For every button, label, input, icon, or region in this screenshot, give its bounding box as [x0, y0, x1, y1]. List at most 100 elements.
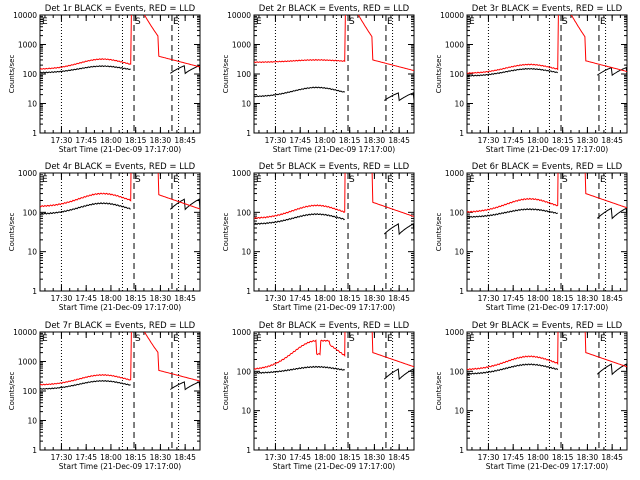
- y-tick-label: 10: [241, 100, 251, 109]
- events-series-line: [254, 213, 414, 236]
- panel-title: Det 3r BLACK = Events, RED = LLD: [472, 4, 623, 14]
- e-marker-label: E: [256, 17, 262, 27]
- y-tick-label: 10: [27, 100, 37, 109]
- s-marker-label: S: [135, 17, 141, 27]
- x-tick-label: 18:45: [601, 453, 623, 462]
- x-tick-label: 18:15: [339, 294, 361, 303]
- y-tick-label: 10: [454, 248, 464, 257]
- panel-det-7: Det 7r BLACK = Events, RED = LLD 1 10 100 10…: [8, 321, 201, 471]
- x-tick-label: 18:15: [339, 453, 361, 462]
- y-tick-label: 1000: [232, 41, 251, 50]
- x-tick-label: 17:45: [289, 453, 311, 462]
- panel-title: Det 4r BLACK = Events, RED = LLD: [45, 162, 196, 172]
- y-tick-label: 10000: [440, 11, 464, 20]
- y-axis-label: Counts/sec: [435, 213, 443, 252]
- y-tick-label: 1000: [232, 328, 251, 337]
- e-marker-label: E: [600, 175, 606, 185]
- plot-frame: [466, 172, 628, 292]
- x-tick-label: 17:30: [51, 453, 73, 462]
- y-tick-label: 10: [27, 417, 37, 426]
- events-series-line: [40, 198, 200, 215]
- x-axis-label: Start Time (21-Dec-09 17:17:00): [273, 145, 395, 154]
- y-axis-label: Counts/sec: [435, 372, 443, 411]
- x-axis-label: Start Time (21-Dec-09 17:17:00): [486, 303, 608, 312]
- lld-series-line: [254, 332, 414, 370]
- x-tick-label: 18:00: [527, 453, 549, 462]
- y-tick-label: 10: [241, 407, 251, 416]
- x-tick-label: 17:30: [478, 453, 500, 462]
- s-marker-label: S: [562, 334, 568, 344]
- lld-series-line: [467, 332, 627, 371]
- y-tick-label: 100: [237, 367, 252, 376]
- events-series-line: [467, 207, 627, 220]
- x-tick-label: 18:15: [125, 136, 147, 145]
- y-tick-label: 1000: [18, 358, 37, 367]
- events-series-line: [254, 86, 414, 102]
- x-tick-label: 18:00: [314, 136, 336, 145]
- x-tick-label: 18:30: [364, 136, 386, 145]
- x-tick-label: 18:00: [314, 453, 336, 462]
- y-tick-label: 100: [23, 387, 38, 396]
- events-series-line: [40, 380, 200, 391]
- x-tick-label: 18:00: [100, 453, 122, 462]
- x-axis-label: Start Time (21-Dec-09 17:17:00): [486, 462, 608, 471]
- events-series-line: [40, 65, 200, 75]
- x-axis-label: Start Time (21-Dec-09 17:17:00): [59, 303, 181, 312]
- x-tick-label: 18:45: [174, 294, 196, 303]
- y-axis-label: Counts/sec: [435, 55, 443, 94]
- x-tick-label: 17:30: [265, 294, 287, 303]
- x-tick-label: 17:45: [289, 294, 311, 303]
- x-tick-label: 18:30: [150, 136, 172, 145]
- y-tick-label: 1: [246, 287, 251, 296]
- y-tick-label: 10: [27, 248, 37, 257]
- lld-series-line: [467, 15, 627, 74]
- x-tick-label: 18:45: [388, 294, 410, 303]
- x-tick-label: 18:15: [125, 453, 147, 462]
- panel-det-5: Det 5r BLACK = Events, RED = LLD 1 10 100 10…: [222, 162, 415, 312]
- panel-title: Det 7r BLACK = Events, RED = LLD: [45, 321, 196, 331]
- y-tick-label: 1: [459, 287, 464, 296]
- y-tick-label: 1000: [445, 328, 464, 337]
- e-marker-label: E: [173, 175, 179, 185]
- panel-title: Det 1r BLACK = Events, RED = LLD: [45, 4, 196, 14]
- plot-frame: [39, 172, 201, 292]
- e-marker-label: E: [600, 17, 606, 27]
- y-axis-label: Counts/sec: [222, 213, 230, 252]
- events-series-line: [467, 66, 627, 77]
- events-series-line: [467, 363, 627, 376]
- lld-series-line: [40, 332, 200, 386]
- x-tick-label: 18:45: [388, 136, 410, 145]
- e-marker-label: E: [42, 175, 48, 185]
- e-marker-label: E: [469, 334, 475, 344]
- x-tick-label: 17:30: [265, 453, 287, 462]
- y-tick-label: 100: [23, 70, 38, 79]
- e-marker-label: E: [42, 334, 48, 344]
- y-tick-label: 10000: [13, 328, 37, 337]
- y-tick-label: 1: [32, 446, 37, 455]
- x-tick-label: 18:30: [364, 294, 386, 303]
- x-axis-label: Start Time (21-Dec-09 17:17:00): [59, 145, 181, 154]
- panel-det-2: Det 2r BLACK = Events, RED = LLD 1 10 100 10…: [222, 4, 415, 154]
- y-tick-label: 1000: [18, 41, 37, 50]
- panel-title: Det 6r BLACK = Events, RED = LLD: [472, 162, 623, 172]
- x-tick-label: 17:45: [75, 136, 97, 145]
- panel-det-8: Det 8r BLACK = Events, RED = LLD 1 10 100 10…: [222, 321, 415, 471]
- y-axis-label: Counts/sec: [222, 372, 230, 411]
- x-axis-label: Start Time (21-Dec-09 17:17:00): [59, 462, 181, 471]
- y-tick-label: 100: [237, 208, 252, 217]
- y-axis-label: Counts/sec: [222, 55, 230, 94]
- y-axis-label: Counts/sec: [8, 372, 16, 411]
- x-tick-label: 18:00: [100, 136, 122, 145]
- e-marker-label: E: [600, 334, 606, 344]
- plot-frame: [466, 331, 628, 451]
- x-tick-label: 17:45: [75, 294, 97, 303]
- y-tick-label: 10: [241, 248, 251, 257]
- x-tick-label: 18:30: [577, 453, 599, 462]
- y-axis-label: Counts/sec: [8, 55, 16, 94]
- e-marker-label: E: [469, 17, 475, 27]
- y-axis-label: Counts/sec: [8, 213, 16, 252]
- panel-title: Det 2r BLACK = Events, RED = LLD: [259, 4, 410, 14]
- x-tick-label: 18:30: [150, 294, 172, 303]
- e-marker-label: E: [173, 334, 179, 344]
